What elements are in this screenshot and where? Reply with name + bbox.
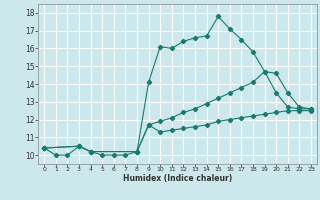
- X-axis label: Humidex (Indice chaleur): Humidex (Indice chaleur): [123, 174, 232, 183]
